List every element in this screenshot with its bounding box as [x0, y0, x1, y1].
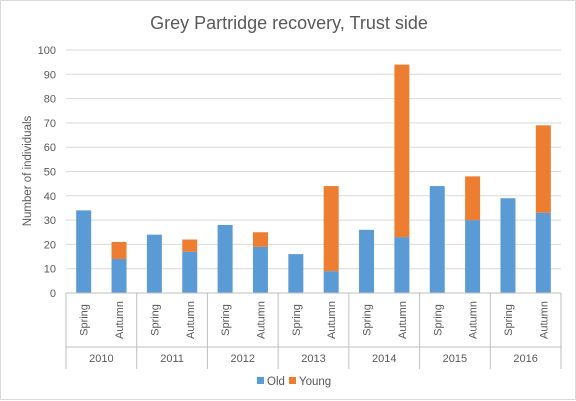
group-label: 2010 — [89, 353, 113, 365]
x-tick-label: Spring — [291, 304, 303, 336]
bar-old-3 — [146, 234, 162, 293]
x-tick-label: Spring — [79, 304, 91, 336]
bar-young-4 — [182, 239, 198, 252]
x-tick-label: Autumn — [468, 301, 480, 339]
y-axis-ticks: 0 10 20 30 40 50 60 70 80 90 100 — [38, 45, 56, 300]
bar-old-1 — [76, 210, 92, 293]
y-tick-label: 40 — [44, 191, 56, 203]
group-label: 2012 — [231, 353, 255, 365]
legend-label-young: Young — [299, 376, 331, 388]
bar-young-8 — [323, 186, 339, 272]
legend: Old Young — [257, 376, 331, 388]
bar-old-2 — [111, 258, 127, 293]
bar-old-11 — [429, 186, 445, 293]
y-tick-label: 80 — [44, 94, 56, 106]
y-tick-label: 70 — [44, 118, 56, 130]
bar-young-2 — [111, 241, 127, 259]
group-label: 2016 — [513, 353, 537, 365]
bar-young-12 — [465, 176, 481, 221]
x-tick-label: Autumn — [326, 301, 338, 339]
x-tick-label: Autumn — [185, 301, 197, 339]
y-tick-label: 50 — [44, 167, 56, 179]
y-tick-label: 60 — [44, 142, 56, 154]
group-label: 2013 — [301, 353, 325, 365]
x-tick-label: Autumn — [397, 301, 409, 339]
y-tick-label: 90 — [44, 69, 56, 81]
bar-old-5 — [217, 224, 233, 293]
bar-old-6 — [252, 246, 268, 293]
y-tick-label: 20 — [44, 239, 56, 251]
y-tick-label: 30 — [44, 215, 56, 227]
legend-swatch-old — [257, 377, 264, 384]
x-tick-label: Spring — [362, 304, 374, 336]
x-tick-label: Spring — [149, 304, 161, 336]
x-tick-label: Spring — [503, 304, 515, 336]
x-tick-label: Spring — [220, 304, 232, 336]
bar-old-8 — [323, 271, 339, 293]
bar-old-13 — [500, 198, 516, 293]
x-tick-label: Autumn — [538, 301, 550, 339]
group-label: 2014 — [372, 353, 396, 365]
gridlines — [66, 49, 561, 270]
bar-old-10 — [394, 237, 410, 293]
group-label: 2011 — [160, 353, 184, 365]
y-tick-label: 10 — [44, 264, 56, 276]
x-axis: Spring Autumn Spring Autumn Spring Autumn Spri… — [65, 292, 562, 369]
bar-old-14 — [535, 212, 551, 293]
chart-title: Grey Partridge recovery, Trust side — [150, 13, 428, 33]
y-axis-label: Number of individuals — [22, 115, 34, 226]
bar-old-4 — [182, 251, 198, 293]
x-tick-label: Autumn — [114, 301, 126, 339]
x-tick-label: Spring — [432, 304, 444, 336]
bar-young-6 — [252, 232, 268, 247]
bar-old-7 — [288, 254, 304, 293]
group-label: 2015 — [443, 353, 467, 365]
bar-old-9 — [359, 229, 375, 293]
bars — [76, 64, 551, 293]
legend-label-old: Old — [267, 376, 285, 388]
bar-old-12 — [465, 220, 481, 293]
y-tick-label: 0 — [50, 288, 56, 300]
y-tick-label: 100 — [38, 45, 56, 57]
bar-young-10 — [394, 64, 410, 238]
legend-swatch-young — [289, 377, 296, 384]
x-tick-label: Autumn — [255, 301, 267, 339]
bar-young-14 — [535, 125, 551, 213]
